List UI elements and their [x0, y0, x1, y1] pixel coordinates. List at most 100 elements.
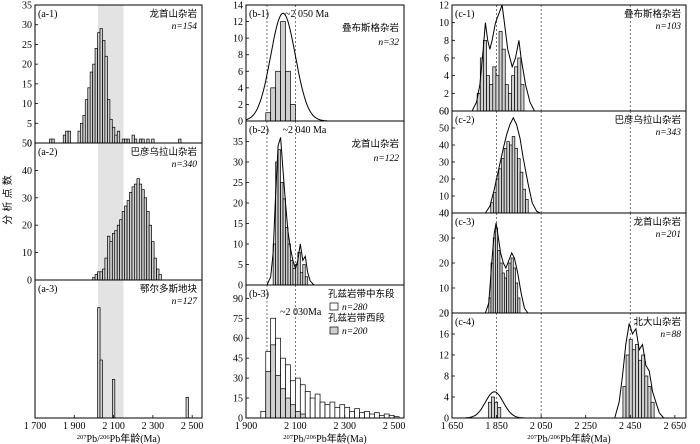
histogram-bar-open: [309, 397, 316, 419]
histogram-bar: [641, 354, 646, 419]
histogram-bar-open: [369, 413, 375, 419]
legend-title-filled: 孔兹岩带西段: [328, 312, 386, 324]
y-axis-label: 分 析 点 数: [1, 175, 14, 225]
y-tick-label: 2: [238, 100, 243, 111]
histogram-bar: [508, 92, 512, 112]
histogram-bar: [493, 192, 497, 214]
x-tick-label: 2 500: [383, 421, 406, 432]
y-tick-label: 0: [27, 276, 32, 287]
histogram-bar: [501, 158, 505, 214]
histogram-bar: [494, 401, 499, 419]
density-curve: [614, 323, 665, 419]
histogram-bar: [134, 183, 138, 281]
y-tick-label: 12: [439, 351, 449, 362]
panel-title: 鄂尔多斯地块: [140, 283, 198, 295]
y-tick-label: 0: [444, 414, 449, 425]
histogram-bar: [99, 28, 103, 144]
histogram-bar: [489, 84, 494, 112]
histogram-bar: [104, 55, 108, 144]
panel-label: (b-1): [249, 9, 269, 20]
panel-label: (b-3): [249, 289, 269, 300]
background-layer: [97, 5, 631, 418]
y-tick-label: 30: [22, 193, 32, 204]
histogram-bar: [495, 178, 500, 214]
x-axis-label-part: 207: [77, 434, 88, 441]
panel-label: (c-1): [455, 9, 474, 20]
histogram-bar: [519, 171, 524, 214]
histogram-bar: [67, 130, 71, 144]
y-tick-label: 0: [238, 414, 243, 425]
y-tick-label: 2: [444, 89, 449, 100]
y-tick-label: 0: [27, 139, 32, 150]
histogram-bar: [185, 396, 189, 419]
histogram-bar: [509, 144, 513, 214]
y-tick-label: 35: [233, 137, 243, 148]
histogram-bar-open: [339, 404, 346, 419]
histogram-bar: [628, 338, 633, 419]
histogram-bar: [275, 70, 281, 122]
y-tick-label: 15: [233, 219, 243, 230]
y-tick-label: 10: [233, 240, 243, 251]
histogram-bar: [126, 138, 130, 144]
histogram-bar: [119, 219, 123, 281]
histogram-bar: [129, 191, 133, 281]
panel-title: 巴彦乌拉山杂岩: [614, 114, 681, 126]
x-tick-label: 1 900: [63, 421, 86, 432]
x-axis-label: 207Pb/206Pb年龄(Ma): [77, 432, 160, 444]
x-tick-label: 1 650: [441, 421, 464, 432]
histogram-bar: [498, 168, 502, 214]
x-axis-label-part: Pb年龄(Ma): [560, 432, 611, 444]
x-tick-label: 2 500: [181, 421, 204, 432]
x-tick-label: 2 050: [530, 421, 553, 432]
x-axis-label-part: Pb/: [293, 434, 307, 444]
y-tick-label: 35: [22, 1, 32, 12]
histogram-bar: [302, 264, 306, 286]
bars-layer: [49, 21, 655, 419]
histogram-bar-filled: [285, 397, 291, 419]
histogram-bar: [504, 84, 509, 112]
density-curve: [484, 222, 529, 314]
x-tick-label: 2 250: [574, 421, 597, 432]
peak-annotation: ~2 030Ma: [280, 307, 322, 318]
panel-label: (a-1): [38, 9, 57, 20]
histogram-bar: [290, 104, 296, 122]
y-tick-label: 30: [233, 374, 243, 385]
histogram-bar: [511, 136, 516, 214]
y-tick-label: 6: [444, 54, 449, 65]
histogram-bar: [491, 396, 495, 419]
y-tick-label: 50: [439, 124, 449, 135]
histogram-bar: [290, 260, 294, 286]
histogram-bar: [99, 271, 103, 281]
histogram-bar: [158, 274, 162, 281]
panel-frame: [245, 284, 405, 419]
panel-title: 龙首山杂岩: [351, 138, 399, 150]
panel-n: n=103: [656, 22, 682, 32]
histogram-bar: [153, 257, 157, 281]
histogram-bar-open: [334, 407, 341, 419]
y-tick-label: 40: [22, 166, 32, 177]
histogram-bar: [299, 272, 304, 286]
histogram-bar: [506, 141, 510, 214]
x-axis-label-part: 206: [550, 434, 561, 441]
legend-swatch-open: [329, 302, 339, 311]
panel-n: n=201: [656, 230, 681, 240]
y-tick-label: 10: [439, 192, 449, 203]
histogram-bar: [109, 118, 113, 144]
y-tick-label: 12: [439, 1, 449, 12]
x-axis-label: 207Pb/206Pb年龄(Ma): [283, 432, 366, 444]
panel-n: n=154: [172, 22, 198, 32]
y-tick-label: 60: [439, 107, 449, 118]
histogram-bar: [280, 182, 284, 286]
y-tick-label: 16: [439, 330, 449, 341]
panel-n: n=122: [374, 154, 400, 164]
y-tick-label: 25: [22, 40, 32, 51]
histogram-bar: [495, 75, 500, 112]
panel-label: (a-2): [38, 147, 57, 158]
histogram-bar: [104, 257, 108, 281]
y-tick-label: 40: [439, 141, 449, 152]
histogram-bar-open: [299, 384, 306, 419]
y-tick-label: 10: [22, 99, 32, 110]
histogram-bar: [287, 243, 291, 286]
y-tick-label: 20: [439, 175, 449, 186]
histogram-bar-open: [314, 393, 321, 419]
